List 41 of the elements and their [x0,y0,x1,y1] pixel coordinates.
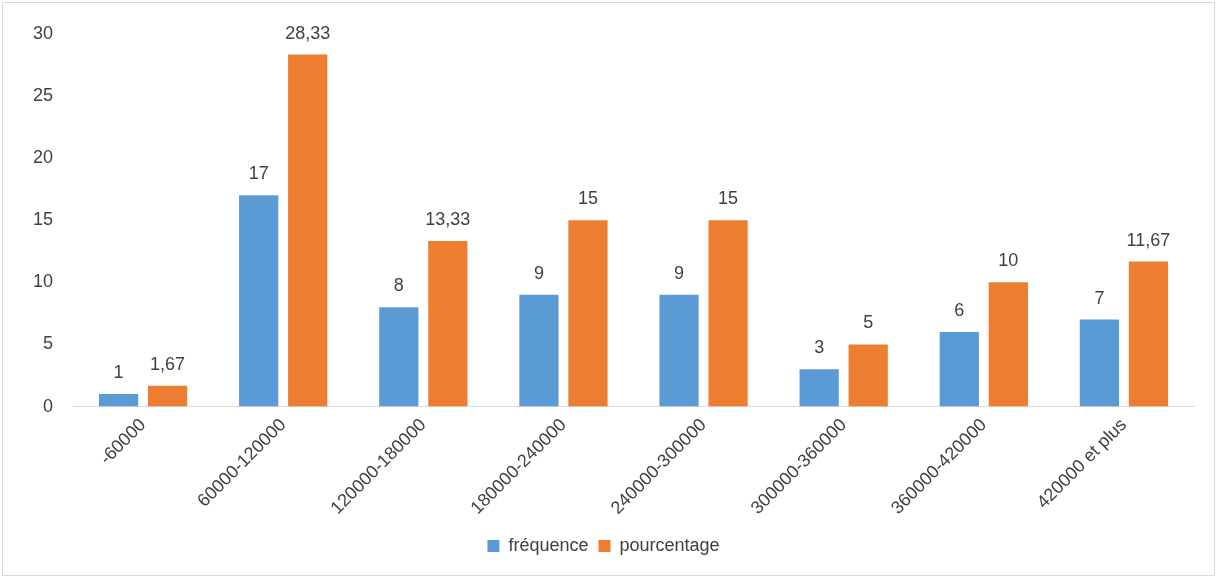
data-label: 1 [113,362,124,383]
y-tick-label: 5 [43,333,54,354]
data-label: 9 [674,262,685,283]
bar [799,369,839,407]
bar [519,294,559,407]
y-tick-label: 0 [43,395,54,416]
bar [708,220,748,407]
y-tick-label: 10 [32,271,54,292]
y-tick-label: 15 [32,209,54,230]
bar [288,54,328,407]
bar [239,195,279,407]
data-label: 6 [954,299,965,320]
bar [659,294,699,407]
y-tick-label: 30 [32,22,54,43]
data-label: 15 [577,188,598,209]
legend-label: fréquence [508,534,589,555]
bar [568,220,608,407]
bar [848,344,888,407]
data-label: 11,67 [1126,229,1171,250]
data-label: 9 [533,262,544,283]
y-tick-label: 20 [32,147,54,168]
data-label: 13,33 [425,208,471,229]
data-label: 8 [393,275,404,296]
data-label: 3 [814,337,825,358]
bar [379,307,419,407]
data-label: 17 [248,163,269,184]
bar [939,332,979,407]
data-label: 1,67 [150,353,186,374]
y-tick-label: 25 [32,84,54,105]
bar [1079,319,1120,407]
bar [428,240,468,407]
data-label: 10 [998,250,1019,271]
bar [988,282,1028,407]
bar [1128,261,1169,407]
bar [98,394,139,407]
data-label: 28,33 [285,22,331,43]
legend-label: pourcentage [619,534,720,555]
data-label: 5 [863,312,874,333]
data-label: 7 [1094,287,1105,308]
data-label: 15 [718,188,739,209]
bar [147,385,188,407]
